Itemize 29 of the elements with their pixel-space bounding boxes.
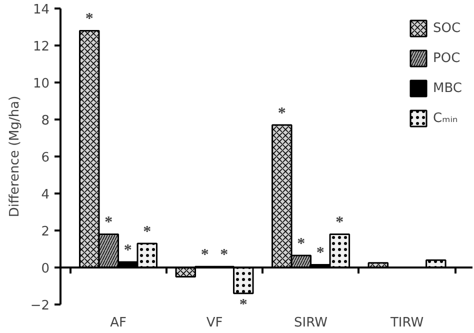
y-tick-label: 0 xyxy=(41,262,50,276)
y-tick-label: 10 xyxy=(32,76,50,92)
data-label: * xyxy=(278,105,286,122)
data-label: * xyxy=(239,296,248,314)
data-label: * xyxy=(200,246,209,264)
y-tick-label: 12 xyxy=(32,40,50,54)
data-label: * xyxy=(104,214,113,232)
data-label: * xyxy=(316,244,324,262)
data-label: * xyxy=(220,246,228,264)
x-tick-label: TIRW xyxy=(389,316,424,330)
x-tick-label: SIRW xyxy=(294,316,328,330)
legend-label: MBC xyxy=(433,80,462,96)
y-tick-label: 8 xyxy=(41,114,50,128)
x-tick-label: VF xyxy=(206,316,223,330)
y-tick-label: 14 xyxy=(32,2,50,18)
y-tick-label: 6 xyxy=(41,150,50,166)
data-label: * xyxy=(85,10,94,28)
x-tick-label: AF xyxy=(110,316,126,330)
data-label: * xyxy=(297,235,306,252)
y-tick-label: −2 xyxy=(30,298,50,314)
data-label: * xyxy=(124,242,132,259)
legend-label: POC xyxy=(433,50,460,66)
y-tick-label: 2 xyxy=(41,224,50,240)
y-axis-title: Difference (Mg/ha) xyxy=(7,96,22,218)
legend-label: Cₘᵢₙ xyxy=(433,110,458,126)
data-label: * xyxy=(143,223,152,240)
y-tick-label: 4 xyxy=(41,188,50,202)
data-label: * xyxy=(336,214,344,232)
legend-label: SOC xyxy=(433,20,461,36)
